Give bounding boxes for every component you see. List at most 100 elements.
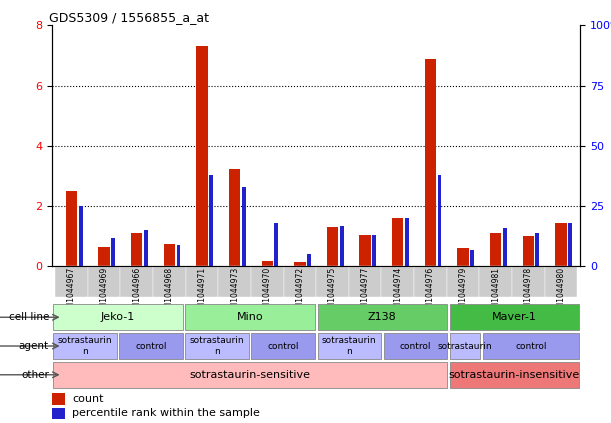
- Bar: [185, 333, 249, 359]
- Bar: [568, 223, 572, 266]
- Text: GDS5309 / 1556855_a_at: GDS5309 / 1556855_a_at: [49, 11, 210, 24]
- Bar: [349, 266, 381, 297]
- Bar: [229, 168, 240, 266]
- Bar: [470, 250, 474, 266]
- Text: sotrastaurin: sotrastaurin: [437, 341, 492, 351]
- Bar: [512, 266, 544, 297]
- Bar: [66, 191, 77, 266]
- Bar: [316, 266, 349, 297]
- Text: Jeko-1: Jeko-1: [101, 312, 135, 322]
- Bar: [251, 266, 284, 297]
- Bar: [53, 304, 183, 330]
- Bar: [450, 333, 480, 359]
- Bar: [503, 228, 507, 266]
- Bar: [450, 362, 579, 388]
- Bar: [483, 333, 579, 359]
- Bar: [185, 304, 315, 330]
- Bar: [359, 235, 371, 266]
- Text: Mino: Mino: [237, 312, 263, 322]
- Text: percentile rank within the sample: percentile rank within the sample: [72, 408, 260, 418]
- Bar: [372, 235, 376, 266]
- Text: count: count: [72, 394, 103, 404]
- Bar: [196, 47, 208, 266]
- Bar: [144, 230, 148, 266]
- Bar: [177, 245, 180, 266]
- Bar: [522, 236, 534, 266]
- Bar: [88, 266, 120, 297]
- Bar: [340, 225, 343, 266]
- Text: other: other: [21, 370, 49, 380]
- Bar: [164, 244, 175, 266]
- Text: GSM1044972: GSM1044972: [295, 267, 304, 318]
- Bar: [450, 304, 579, 330]
- Bar: [457, 248, 469, 266]
- Text: GSM1044973: GSM1044973: [230, 267, 239, 319]
- Text: GSM1044978: GSM1044978: [524, 267, 533, 318]
- Bar: [274, 223, 279, 266]
- Text: cell line: cell line: [9, 312, 49, 322]
- Bar: [52, 393, 65, 404]
- Text: agent: agent: [19, 341, 49, 351]
- Bar: [79, 206, 82, 266]
- Text: GSM1044970: GSM1044970: [263, 267, 272, 319]
- Bar: [307, 255, 311, 266]
- Bar: [437, 175, 442, 266]
- Bar: [490, 233, 502, 266]
- Bar: [381, 266, 414, 297]
- Bar: [98, 247, 110, 266]
- Bar: [55, 266, 88, 297]
- Text: GSM1044975: GSM1044975: [328, 267, 337, 319]
- Bar: [53, 333, 117, 359]
- Text: control: control: [268, 341, 299, 351]
- Bar: [252, 333, 315, 359]
- Text: Maver-1: Maver-1: [492, 312, 537, 322]
- Text: sotrastaurin
n: sotrastaurin n: [190, 336, 244, 356]
- Text: GSM1044981: GSM1044981: [491, 267, 500, 318]
- Bar: [131, 233, 142, 266]
- Text: GSM1044974: GSM1044974: [393, 267, 402, 319]
- Bar: [153, 266, 186, 297]
- Bar: [120, 266, 153, 297]
- Text: GSM1044968: GSM1044968: [165, 267, 174, 318]
- Bar: [111, 238, 115, 266]
- Text: sotrastaurin-sensitive: sotrastaurin-sensitive: [189, 370, 310, 380]
- Bar: [425, 58, 436, 266]
- Text: GSM1044980: GSM1044980: [557, 267, 565, 318]
- Text: control: control: [400, 341, 431, 351]
- Text: GSM1044969: GSM1044969: [100, 267, 109, 319]
- Text: control: control: [515, 341, 547, 351]
- Bar: [119, 333, 183, 359]
- Bar: [318, 304, 447, 330]
- Text: GSM1044967: GSM1044967: [67, 267, 76, 319]
- Text: Z138: Z138: [368, 312, 397, 322]
- Text: GSM1044977: GSM1044977: [360, 267, 370, 319]
- Bar: [53, 362, 447, 388]
- Bar: [284, 266, 316, 297]
- Bar: [544, 266, 577, 297]
- Bar: [186, 266, 218, 297]
- Bar: [392, 218, 403, 266]
- Bar: [327, 227, 338, 266]
- Bar: [405, 218, 409, 266]
- Bar: [479, 266, 512, 297]
- Text: GSM1044971: GSM1044971: [197, 267, 207, 318]
- Bar: [414, 266, 447, 297]
- Bar: [294, 262, 306, 266]
- Bar: [262, 261, 273, 266]
- Text: GSM1044979: GSM1044979: [458, 267, 467, 319]
- Bar: [535, 233, 540, 266]
- Text: sotrastaurin
n: sotrastaurin n: [57, 336, 112, 356]
- Bar: [218, 266, 251, 297]
- Text: sotrastaurin-insensitive: sotrastaurin-insensitive: [448, 370, 580, 380]
- Bar: [242, 187, 246, 266]
- Text: GSM1044976: GSM1044976: [426, 267, 435, 319]
- Bar: [555, 223, 566, 266]
- Bar: [209, 175, 213, 266]
- Bar: [384, 333, 447, 359]
- Text: control: control: [135, 341, 167, 351]
- Bar: [52, 408, 65, 419]
- Text: GSM1044966: GSM1044966: [132, 267, 141, 319]
- Bar: [318, 333, 381, 359]
- Bar: [447, 266, 479, 297]
- Text: sotrastaurin
n: sotrastaurin n: [322, 336, 376, 356]
